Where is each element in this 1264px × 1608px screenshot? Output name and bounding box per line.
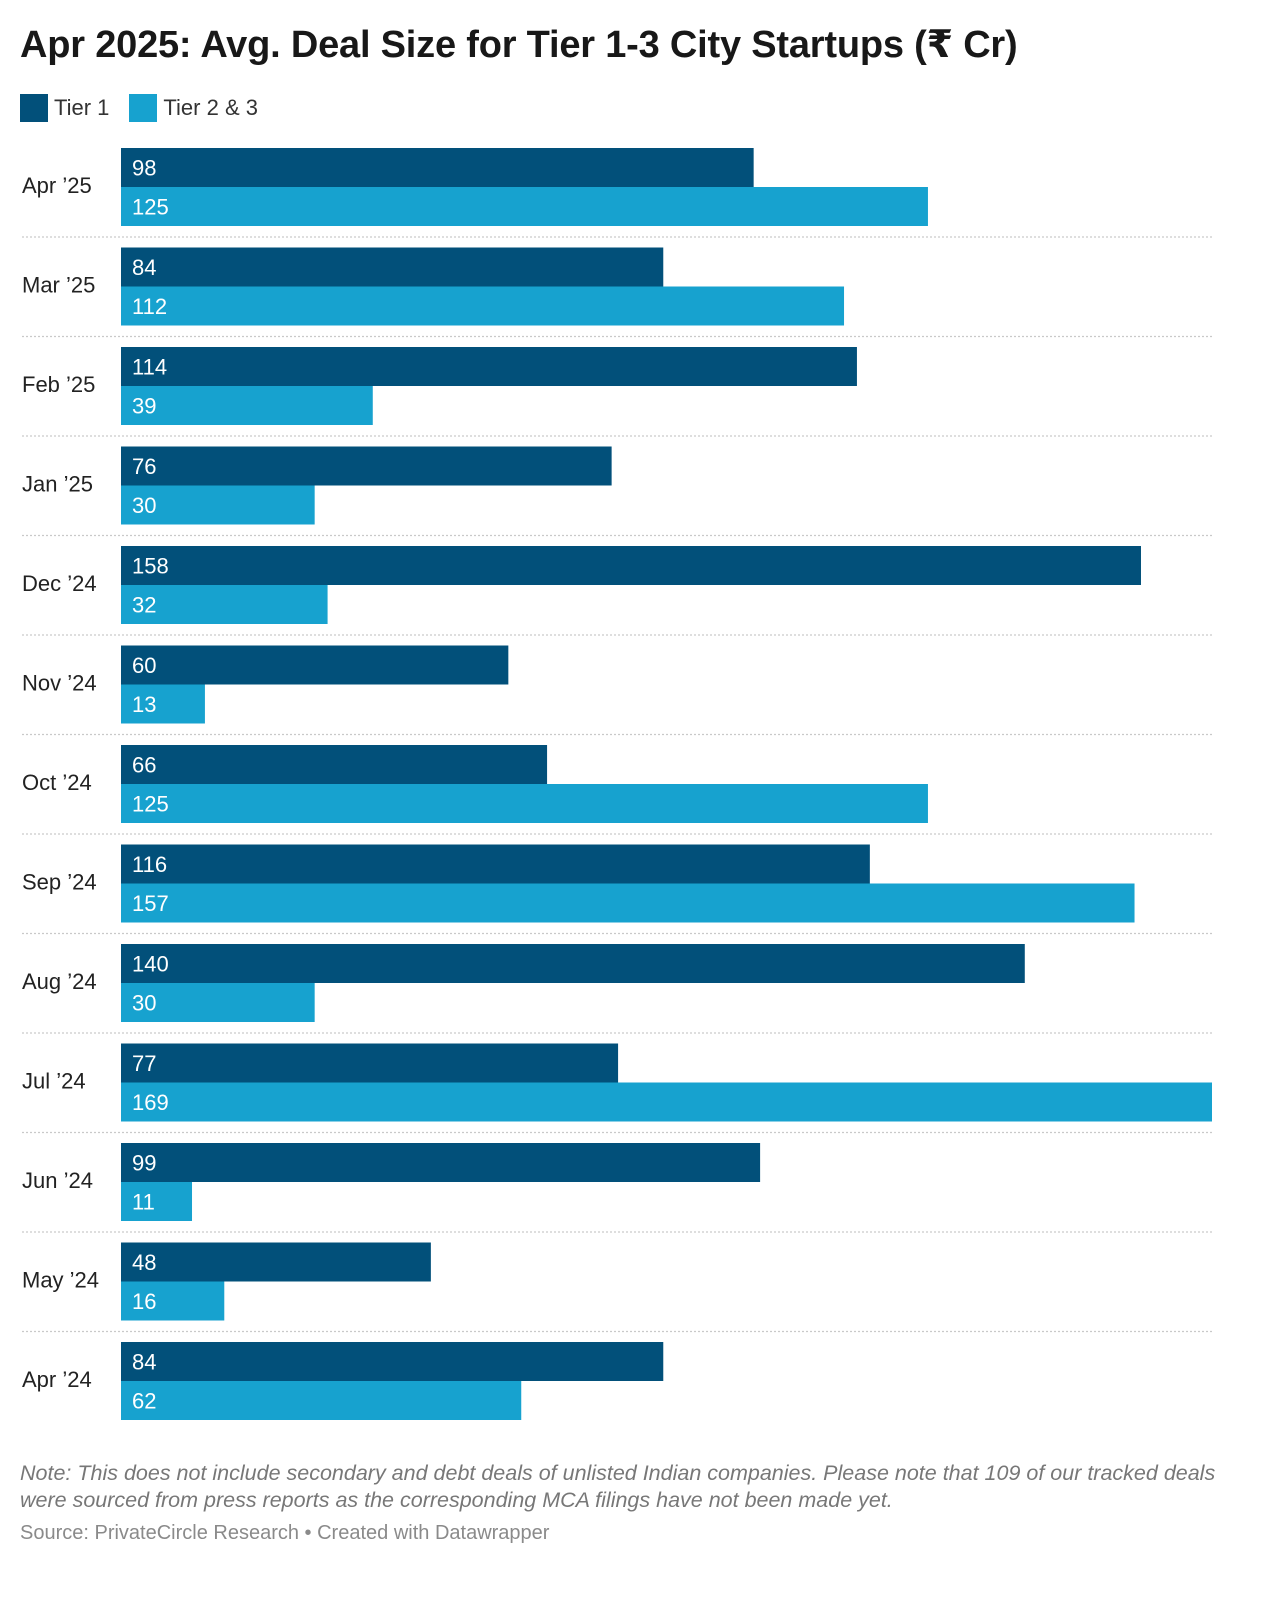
bar-tier-1 (121, 1242, 431, 1282)
category-label: Mar ’25 (22, 273, 95, 298)
data-label: 30 (132, 991, 156, 1016)
category-label: May ’24 (22, 1268, 99, 1293)
bar-tier-1 (121, 944, 1025, 983)
data-label: 158 (132, 554, 169, 579)
bar-tier-2-3 (121, 1082, 1212, 1122)
category-label: Jan ’25 (22, 472, 93, 497)
legend-item-tier-1: Tier 1 (20, 94, 109, 122)
data-label: 76 (132, 454, 156, 479)
category-label: Jul ’24 (22, 1069, 86, 1094)
data-label: 125 (132, 195, 169, 220)
bar-tier-1 (121, 148, 754, 187)
category-label: Apr ’25 (22, 173, 92, 198)
data-label: 48 (132, 1250, 156, 1275)
data-label: 16 (132, 1289, 156, 1314)
data-label: 112 (132, 294, 167, 319)
data-label: 157 (132, 891, 169, 916)
chart-source: Source: PrivateCircle Research • Created… (20, 1522, 550, 1544)
bar-tier-2-3 (121, 286, 845, 326)
bar-tier-1 (121, 745, 548, 784)
bar-tier-2-3 (121, 1281, 225, 1321)
bar-tier-2-3 (121, 187, 928, 226)
bar-tier-1 (121, 347, 857, 386)
category-label: Feb ’25 (22, 372, 95, 397)
category-label: Nov ’24 (22, 671, 97, 696)
legend-item-tier-2-3: Tier 2 & 3 (129, 94, 258, 122)
data-label: 84 (132, 1350, 156, 1375)
bar-tier-2-3 (121, 1182, 193, 1221)
bar-tier-2-3 (121, 485, 315, 525)
bar-tier-1 (121, 247, 664, 287)
data-label: 11 (132, 1190, 155, 1215)
chart-title: Apr 2025: Avg. Deal Size for Tier 1-3 Ci… (20, 24, 1018, 66)
bar-tier-1 (121, 1342, 664, 1381)
data-label: 13 (132, 692, 156, 717)
bar-tier-1 (121, 546, 1141, 585)
bar-tier-2-3 (121, 883, 1135, 923)
bar-tier-2-3 (121, 386, 373, 425)
bar-tier-2-3 (121, 585, 328, 624)
category-label: Oct ’24 (22, 770, 92, 795)
bar-tier-1 (121, 1143, 761, 1182)
data-label: 66 (132, 753, 156, 778)
legend-swatch-tier-1 (20, 94, 48, 122)
data-label: 77 (132, 1051, 156, 1076)
data-label: 125 (132, 792, 169, 817)
bar-tier-1 (121, 446, 612, 486)
legend-label-tier-2-3: Tier 2 & 3 (163, 95, 258, 120)
data-label: 30 (132, 493, 156, 518)
category-label: Dec ’24 (22, 571, 97, 596)
data-label: 84 (132, 255, 156, 280)
data-label: 114 (132, 355, 167, 380)
data-label: 169 (132, 1090, 169, 1115)
category-label: Apr ’24 (22, 1367, 92, 1392)
bar-chart: Apr ’25 98 125 Mar ’25 84 112 Feb ’25 114 39 Jan … (22, 148, 1212, 1420)
legend: Tier 1 Tier 2 & 3 (20, 94, 278, 122)
bar-tier-2-3 (121, 983, 315, 1022)
legend-label-tier-1: Tier 1 (54, 95, 110, 120)
chart-note: Note: This does not include secondary an… (20, 1461, 1216, 1512)
data-label: 99 (132, 1151, 156, 1176)
category-label: Jun ’24 (22, 1168, 93, 1193)
data-label: 32 (132, 593, 156, 618)
bar-tier-1 (121, 844, 870, 884)
bar-tier-1 (121, 645, 509, 685)
legend-swatch-tier-2-3 (129, 94, 158, 122)
data-label: 116 (132, 852, 167, 877)
bar-tier-2-3 (121, 1381, 522, 1420)
data-label: 60 (132, 653, 156, 678)
category-label: Aug ’24 (22, 969, 97, 994)
bar-tier-1 (121, 1043, 619, 1083)
bar-tier-2-3 (121, 784, 928, 823)
bar-tier-2-3 (121, 684, 205, 724)
data-label: 62 (132, 1389, 156, 1414)
data-label: 98 (132, 156, 156, 181)
category-label: Sep ’24 (22, 870, 97, 895)
data-label: 39 (132, 394, 156, 419)
data-label: 140 (132, 952, 169, 977)
